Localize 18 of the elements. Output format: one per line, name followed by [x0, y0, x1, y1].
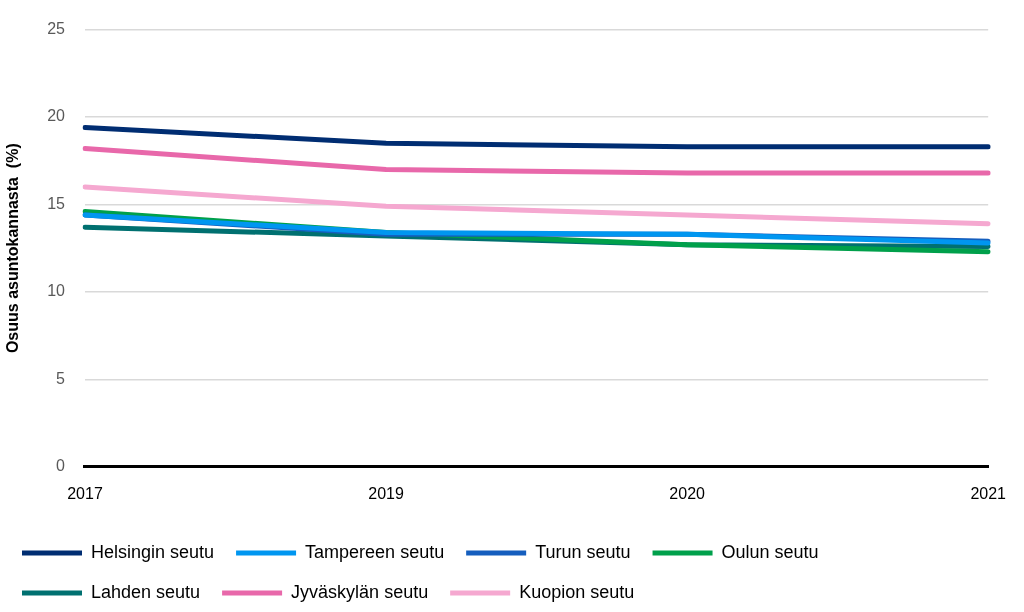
legend-label: Jyväskylän seutu [291, 581, 429, 602]
y-axis-title: Osuus asuntokannasta (%) [4, 143, 22, 354]
x-tick-label: 2019 [368, 484, 404, 502]
x-tick-label: 2021 [970, 484, 1007, 502]
y-tick-label: 15 [47, 194, 66, 212]
y-tick-label: 0 [56, 457, 66, 475]
legend-label: Tampereen seutu [305, 541, 445, 562]
x-tick-label: 2020 [669, 484, 706, 502]
y-tick-label: 20 [47, 107, 66, 125]
legend-label: Kuopion seutu [519, 581, 635, 602]
legend-label: Lahden seutu [91, 581, 201, 602]
y-tick-label: 5 [56, 369, 66, 387]
y-tick-label: 10 [47, 282, 66, 300]
legend-label: Turun seutu [535, 541, 631, 562]
x-tick-label: 2017 [67, 484, 103, 502]
legend-label: Helsingin seutu [91, 541, 215, 562]
y-tick-label: 25 [47, 20, 66, 38]
legend-label: Oulun seutu [721, 541, 819, 562]
